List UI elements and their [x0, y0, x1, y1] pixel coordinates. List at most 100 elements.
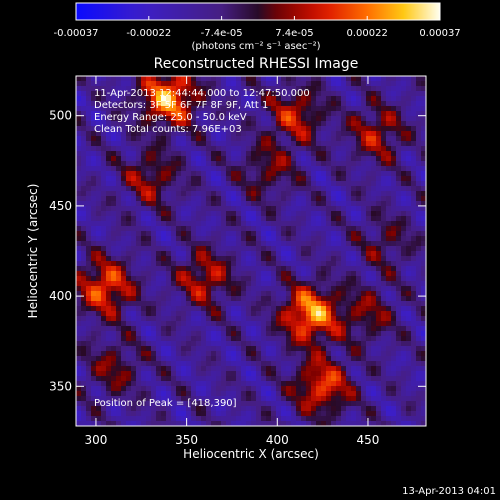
heatmap-pixel	[251, 381, 256, 386]
heatmap-pixel	[91, 171, 96, 176]
heatmap-pixel	[156, 316, 161, 321]
heatmap-pixel	[366, 171, 371, 176]
heatmap-pixel	[381, 246, 386, 251]
heatmap-pixel	[91, 116, 96, 121]
heatmap-pixel	[301, 151, 306, 156]
heatmap-pixel	[231, 111, 236, 116]
heatmap-pixel	[111, 286, 116, 291]
heatmap-pixel	[276, 91, 281, 96]
heatmap-pixel	[306, 181, 311, 186]
heatmap-pixel	[201, 301, 206, 306]
heatmap-pixel	[306, 216, 311, 221]
heatmap-pixel	[281, 371, 286, 376]
heatmap-pixel	[386, 271, 391, 276]
heatmap-pixel	[196, 351, 201, 356]
heatmap-pixel	[116, 216, 121, 221]
heatmap-pixel	[231, 101, 236, 106]
heatmap-pixel	[306, 351, 311, 356]
heatmap-pixel	[421, 261, 426, 266]
heatmap-pixel	[401, 366, 406, 371]
heatmap-pixel	[186, 106, 191, 111]
heatmap-pixel	[196, 281, 201, 286]
heatmap-pixel	[76, 266, 81, 271]
heatmap-pixel	[291, 356, 296, 361]
heatmap-pixel	[121, 411, 126, 416]
heatmap-pixel	[156, 311, 161, 316]
heatmap-pixel	[421, 226, 426, 231]
heatmap-pixel	[296, 86, 301, 91]
heatmap-pixel	[196, 336, 201, 341]
heatmap-pixel	[401, 406, 406, 411]
heatmap-pixel	[86, 126, 91, 131]
heatmap-pixel	[176, 356, 181, 361]
heatmap-pixel	[291, 391, 296, 396]
heatmap-pixel	[176, 386, 181, 391]
heatmap-pixel	[266, 256, 271, 261]
heatmap-pixel	[236, 291, 241, 296]
heatmap-pixel	[396, 176, 401, 181]
heatmap-pixel	[356, 256, 361, 261]
heatmap-pixel	[181, 261, 186, 266]
heatmap-pixel	[331, 156, 336, 161]
heatmap-pixel	[256, 311, 261, 316]
heatmap-pixel	[391, 96, 396, 101]
heatmap-pixel	[171, 351, 176, 356]
heatmap-pixel	[211, 286, 216, 291]
heatmap-pixel	[226, 311, 231, 316]
heatmap-pixel	[371, 351, 376, 356]
heatmap-pixel	[116, 276, 121, 281]
heatmap-pixel	[201, 96, 206, 101]
heatmap-pixel	[211, 221, 216, 226]
heatmap-pixel	[191, 81, 196, 86]
heatmap-pixel	[76, 381, 81, 386]
heatmap-pixel	[306, 361, 311, 366]
heatmap-pixel	[396, 331, 401, 336]
heatmap-pixel	[351, 176, 356, 181]
heatmap-pixel	[301, 401, 306, 406]
heatmap-pixel	[391, 291, 396, 296]
heatmap-pixel	[306, 371, 311, 376]
heatmap-pixel	[226, 396, 231, 401]
heatmap-pixel	[171, 81, 176, 86]
heatmap-pixel	[186, 311, 191, 316]
heatmap-pixel	[371, 401, 376, 406]
heatmap-pixel	[281, 191, 286, 196]
heatmap-pixel	[96, 191, 101, 196]
heatmap-pixel	[296, 331, 301, 336]
heatmap-pixel	[221, 146, 226, 151]
heatmap-pixel	[306, 76, 311, 81]
heatmap-pixel	[391, 386, 396, 391]
heatmap-pixel	[116, 96, 121, 101]
heatmap-pixel	[276, 236, 281, 241]
heatmap-pixel	[411, 246, 416, 251]
heatmap-pixel	[206, 396, 211, 401]
heatmap-pixel	[121, 91, 126, 96]
heatmap-pixel	[226, 381, 231, 386]
heatmap-pixel	[261, 361, 266, 366]
heatmap-pixel	[111, 91, 116, 96]
heatmap-pixel	[231, 246, 236, 251]
heatmap-pixel	[111, 181, 116, 186]
heatmap-pixel	[236, 141, 241, 146]
heatmap-pixel	[381, 396, 386, 401]
heatmap-pixel	[246, 156, 251, 161]
heatmap-pixel	[396, 386, 401, 391]
heatmap-pixel	[186, 206, 191, 211]
heatmap-pixel	[331, 266, 336, 271]
heatmap-pixel	[196, 136, 201, 141]
heatmap-pixel	[421, 121, 426, 126]
heatmap-pixel	[366, 111, 371, 116]
heatmap-pixel	[421, 186, 426, 191]
heatmap-pixel	[141, 261, 146, 266]
heatmap-pixel	[116, 241, 121, 246]
heatmap-pixel	[386, 336, 391, 341]
heatmap-pixel	[126, 286, 131, 291]
heatmap-pixel	[166, 236, 171, 241]
heatmap-pixel	[111, 111, 116, 116]
heatmap-pixel	[216, 191, 221, 196]
heatmap-pixel	[246, 261, 251, 266]
heatmap-pixel	[231, 161, 236, 166]
heatmap-pixel	[201, 231, 206, 236]
heatmap-pixel	[106, 216, 111, 221]
heatmap-pixel	[191, 371, 196, 376]
